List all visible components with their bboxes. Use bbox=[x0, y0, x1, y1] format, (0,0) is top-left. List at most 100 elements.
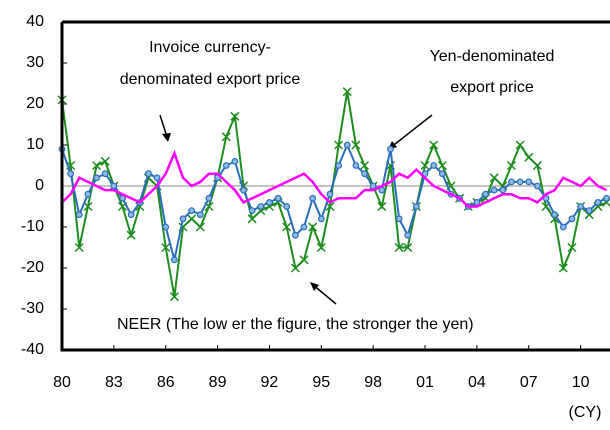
marker bbox=[196, 211, 204, 219]
marker-stroke bbox=[394, 242, 404, 253]
marker-stroke bbox=[126, 230, 136, 240]
marker-stroke bbox=[558, 263, 568, 273]
x-tick-label: 80 bbox=[53, 374, 71, 391]
x-tick-label: 04 bbox=[468, 374, 486, 391]
marker bbox=[169, 292, 179, 302]
plot-frame bbox=[60, 20, 610, 352]
marker bbox=[74, 242, 84, 253]
marker-stroke bbox=[74, 242, 84, 253]
marker bbox=[403, 242, 413, 253]
marker-stroke bbox=[429, 140, 439, 150]
marker bbox=[84, 190, 92, 198]
marker bbox=[300, 223, 308, 231]
marker-stroke bbox=[420, 160, 430, 171]
y-tick-label: -30 bbox=[21, 300, 44, 317]
marker bbox=[335, 162, 342, 169]
marker bbox=[352, 162, 360, 169]
marker bbox=[257, 203, 265, 210]
marker-stroke bbox=[334, 140, 344, 150]
marker bbox=[585, 207, 593, 215]
marker-stroke bbox=[359, 160, 370, 171]
marker-stroke bbox=[351, 140, 361, 150]
marker bbox=[179, 215, 187, 223]
marker-stroke bbox=[221, 132, 231, 142]
marker bbox=[195, 222, 205, 232]
marker bbox=[343, 141, 351, 149]
marker bbox=[221, 132, 231, 142]
marker bbox=[395, 215, 403, 223]
marker bbox=[317, 215, 325, 223]
marker bbox=[153, 174, 161, 182]
marker bbox=[248, 207, 256, 215]
y-tick-label: 20 bbox=[26, 95, 44, 112]
marker-stroke bbox=[524, 152, 534, 162]
marker bbox=[437, 160, 447, 171]
marker bbox=[274, 194, 282, 202]
marker-stroke bbox=[437, 160, 447, 171]
series-line bbox=[61, 149, 608, 208]
marker-stroke bbox=[299, 255, 309, 265]
marker-stroke bbox=[515, 140, 525, 150]
marker bbox=[603, 194, 610, 202]
marker bbox=[299, 255, 309, 265]
marker-stroke bbox=[247, 214, 257, 224]
marker bbox=[359, 160, 370, 171]
marker-stroke bbox=[403, 242, 413, 253]
marker bbox=[567, 242, 577, 253]
marker bbox=[430, 162, 438, 169]
marker bbox=[126, 230, 136, 240]
marker bbox=[222, 162, 230, 169]
x-tick-label: 95 bbox=[312, 374, 330, 391]
marker bbox=[438, 170, 446, 178]
marker bbox=[394, 242, 404, 253]
marker bbox=[342, 87, 352, 97]
marker bbox=[420, 160, 430, 171]
marker bbox=[92, 160, 102, 171]
marker bbox=[145, 170, 152, 178]
marker bbox=[83, 201, 93, 212]
marker bbox=[316, 242, 326, 253]
x-tick-label: 83 bbox=[105, 374, 123, 391]
series-line bbox=[61, 91, 607, 297]
marker bbox=[101, 170, 109, 178]
marker bbox=[170, 256, 178, 264]
marker bbox=[404, 231, 412, 239]
marker-stroke bbox=[187, 214, 197, 224]
marker-stroke bbox=[489, 173, 499, 183]
marker bbox=[377, 201, 387, 212]
marker-stroke bbox=[290, 263, 300, 273]
marker-stroke bbox=[325, 201, 335, 212]
marker bbox=[282, 222, 292, 232]
annotation: Invoice currency- bbox=[149, 39, 271, 56]
marker bbox=[247, 214, 257, 224]
marker-stroke bbox=[92, 160, 102, 171]
marker bbox=[516, 178, 524, 186]
arrow bbox=[389, 114, 433, 149]
marker bbox=[559, 223, 567, 231]
marker bbox=[412, 203, 420, 210]
y-tick-label: 10 bbox=[26, 136, 44, 153]
y-tick-label: -40 bbox=[21, 341, 44, 358]
marker bbox=[162, 223, 170, 231]
marker-stroke bbox=[377, 201, 387, 212]
marker bbox=[387, 145, 394, 153]
marker bbox=[93, 174, 100, 182]
y-tick-label: -10 bbox=[21, 218, 44, 235]
x-tick-label: 01 bbox=[416, 374, 434, 391]
y-tick-label: -20 bbox=[21, 259, 44, 276]
marker bbox=[240, 186, 247, 194]
marker bbox=[161, 242, 171, 253]
marker bbox=[524, 152, 534, 162]
marker-stroke bbox=[567, 242, 577, 253]
marker-stroke bbox=[204, 201, 214, 212]
marker bbox=[532, 160, 542, 171]
marker bbox=[361, 170, 368, 178]
x-tick-label: 89 bbox=[209, 374, 227, 391]
annotation: export price bbox=[450, 79, 534, 96]
marker bbox=[558, 263, 568, 273]
marker-stroke bbox=[169, 292, 179, 302]
marker bbox=[230, 111, 240, 121]
marker bbox=[568, 215, 576, 223]
marker bbox=[100, 156, 110, 166]
